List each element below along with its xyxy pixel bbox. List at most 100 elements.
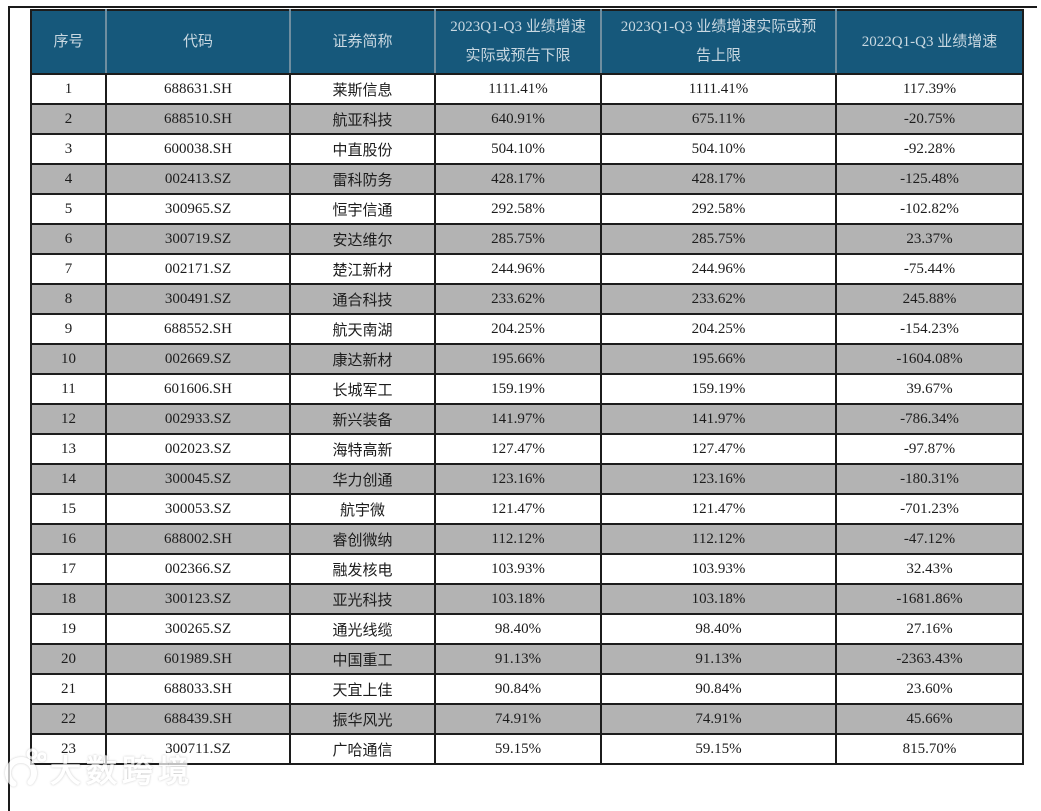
table-cell: 天宜上佳 — [289, 673, 436, 705]
table-cell: 688510.SH — [105, 103, 291, 135]
table-cell: 121.47% — [600, 493, 837, 525]
table-cell: 13 — [30, 433, 107, 465]
table-cell: 141.97% — [434, 403, 602, 435]
table-cell: 莱斯信息 — [289, 73, 436, 105]
table-cell: 航天南湖 — [289, 313, 436, 345]
table-cell: 98.40% — [434, 613, 602, 645]
table-cell: -1604.08% — [835, 343, 1024, 375]
table-row: 12 002933.SZ 新兴装备 141.97% 141.97% -786.34% — [30, 403, 1024, 435]
table-cell: 285.75% — [434, 223, 602, 255]
table-cell: 285.75% — [600, 223, 837, 255]
table-row: 20 601989.SH 中国重工 91.13% 91.13% -2363.43% — [30, 643, 1024, 675]
table-cell: -180.31% — [835, 463, 1024, 495]
table-cell: -102.82% — [835, 193, 1024, 225]
table-cell: 8 — [30, 283, 107, 315]
table-cell: 59.15% — [600, 733, 837, 765]
column-header: 2023Q1-Q3 业绩增速实际或预 告上限 — [600, 9, 837, 75]
table-row: 15 300053.SZ 航宇微 121.47% 121.47% -701.23% — [30, 493, 1024, 525]
table-cell: 亚光科技 — [289, 583, 436, 615]
table-cell: 002023.SZ — [105, 433, 291, 465]
table-row: 16 688002.SH 睿创微纳 112.12% 112.12% -47.12% — [30, 523, 1024, 555]
table-cell: 688033.SH — [105, 673, 291, 705]
table-cell: -20.75% — [835, 103, 1024, 135]
table-cell: 45.66% — [835, 703, 1024, 735]
table-cell: 103.93% — [434, 553, 602, 585]
table-row: 3 600038.SH 中直股份 504.10% 504.10% -92.28% — [30, 133, 1024, 165]
column-header: 代码 — [105, 9, 291, 75]
table-cell: -47.12% — [835, 523, 1024, 555]
table-cell: 002669.SZ — [105, 343, 291, 375]
table-cell: 1111.41% — [434, 73, 602, 105]
table-cell: 244.96% — [434, 253, 602, 285]
table-cell: 中直股份 — [289, 133, 436, 165]
table-cell: 159.19% — [600, 373, 837, 405]
table-cell: 振华风光 — [289, 703, 436, 735]
table-row: 18 300123.SZ 亚光科技 103.18% 103.18% -1681.86% — [30, 583, 1024, 615]
table-cell: 300719.SZ — [105, 223, 291, 255]
table-cell: 601606.SH — [105, 373, 291, 405]
table-cell: 90.84% — [434, 673, 602, 705]
table-cell: 90.84% — [600, 673, 837, 705]
table-cell: 14 — [30, 463, 107, 495]
table-cell: 19 — [30, 613, 107, 645]
table-cell: 睿创微纳 — [289, 523, 436, 555]
table-cell: 195.66% — [434, 343, 602, 375]
table-cell: 244.96% — [600, 253, 837, 285]
table-cell: 640.91% — [434, 103, 602, 135]
table-cell: -1681.86% — [835, 583, 1024, 615]
table-cell: 233.62% — [600, 283, 837, 315]
table-cell: 688439.SH — [105, 703, 291, 735]
table-cell: 195.66% — [600, 343, 837, 375]
table-row: 19 300265.SZ 通光线缆 98.40% 98.40% 27.16% — [30, 613, 1024, 645]
table-cell: 688002.SH — [105, 523, 291, 555]
table-cell: 688631.SH — [105, 73, 291, 105]
table-cell: 15 — [30, 493, 107, 525]
table-cell: 428.17% — [600, 163, 837, 195]
table-cell: 12 — [30, 403, 107, 435]
table-cell: 22 — [30, 703, 107, 735]
table-cell: 18 — [30, 583, 107, 615]
table-cell: 123.16% — [434, 463, 602, 495]
table-cell: 002171.SZ — [105, 253, 291, 285]
table-cell: 815.70% — [835, 733, 1024, 765]
table-cell: 10 — [30, 343, 107, 375]
table-row: 10 002669.SZ 康达新材 195.66% 195.66% -1604.08% — [30, 343, 1024, 375]
table-cell: 233.62% — [434, 283, 602, 315]
table-cell: 广哈通信 — [289, 733, 436, 765]
table-cell: 141.97% — [600, 403, 837, 435]
table-cell: 300491.SZ — [105, 283, 291, 315]
table-cell: 9 — [30, 313, 107, 345]
table-cell: 6 — [30, 223, 107, 255]
table-cell: 59.15% — [434, 733, 602, 765]
table-cell: 675.11% — [600, 103, 837, 135]
table-cell: 601989.SH — [105, 643, 291, 675]
table-cell: 21 — [30, 673, 107, 705]
table-cell: 292.58% — [600, 193, 837, 225]
table-cell: 航亚科技 — [289, 103, 436, 135]
table-cell: 112.12% — [600, 523, 837, 555]
table-cell: 428.17% — [434, 163, 602, 195]
column-header: 2022Q1-Q3 业绩增速 — [835, 9, 1024, 75]
table-cell: 300045.SZ — [105, 463, 291, 495]
table-header-row: 序号 代码 证券简称 2023Q1-Q3 业绩增速 实际或预告下限 2023Q1-Q3 … — [30, 9, 1024, 75]
table-row: 8 300491.SZ 通合科技 233.62% 233.62% 245.88% — [30, 283, 1024, 315]
table-cell: 103.18% — [434, 583, 602, 615]
table-cell: 300965.SZ — [105, 193, 291, 225]
table-cell: 112.12% — [434, 523, 602, 555]
table-cell: 中国重工 — [289, 643, 436, 675]
table-cell: 11 — [30, 373, 107, 405]
table-cell: -701.23% — [835, 493, 1024, 525]
table-row: 23 300711.SZ 广哈通信 59.15% 59.15% 815.70% — [30, 733, 1024, 765]
table-cell: 98.40% — [600, 613, 837, 645]
table-row: 2 688510.SH 航亚科技 640.91% 675.11% -20.75% — [30, 103, 1024, 135]
table-cell: 康达新材 — [289, 343, 436, 375]
table-cell: 3 — [30, 133, 107, 165]
table-cell: 雷科防务 — [289, 163, 436, 195]
table-cell: 002413.SZ — [105, 163, 291, 195]
table-cell: 17 — [30, 553, 107, 585]
performance-growth-table: 序号 代码 证券简称 2023Q1-Q3 业绩增速 实际或预告下限 2023Q1-Q3 … — [30, 9, 1024, 765]
table-cell: 688552.SH — [105, 313, 291, 345]
table-cell: 504.10% — [434, 133, 602, 165]
table-cell: 123.16% — [600, 463, 837, 495]
